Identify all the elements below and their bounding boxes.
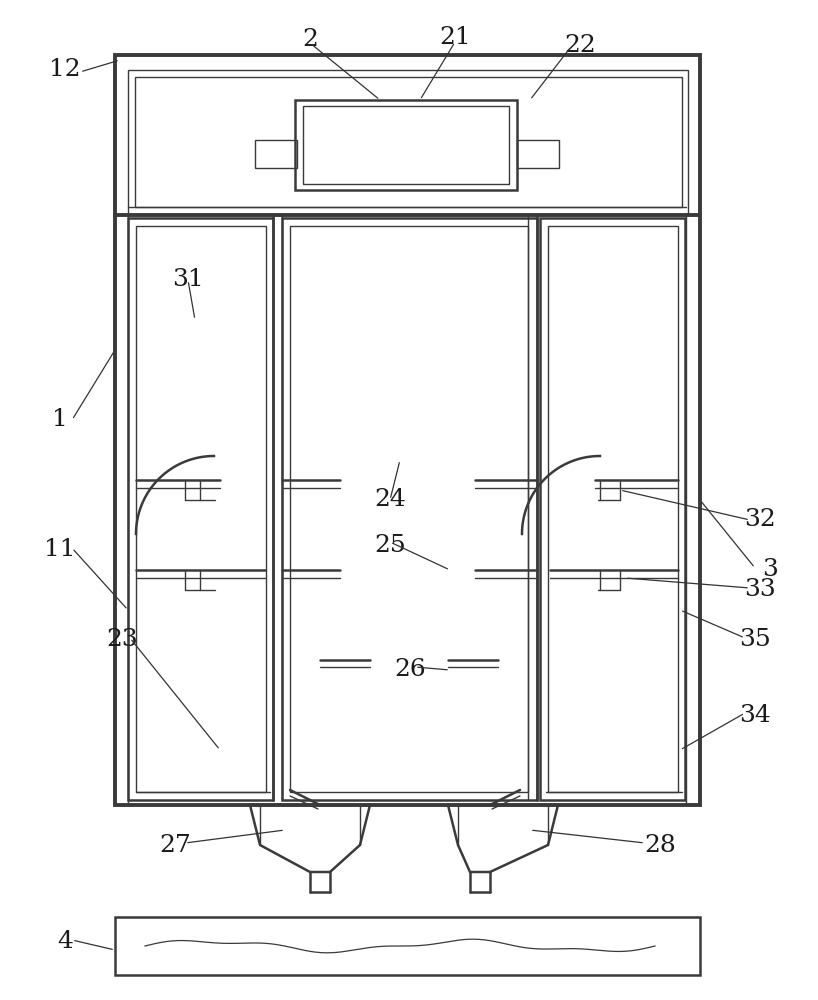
Text: 33: 33 xyxy=(744,578,776,601)
Bar xyxy=(135,77,682,207)
Text: 21: 21 xyxy=(439,26,471,49)
Bar xyxy=(282,218,537,800)
Bar xyxy=(136,226,266,792)
Bar xyxy=(115,917,700,975)
Text: 28: 28 xyxy=(644,834,676,856)
Text: 34: 34 xyxy=(739,704,771,726)
Text: 26: 26 xyxy=(394,658,426,682)
Text: 31: 31 xyxy=(172,268,204,292)
Bar xyxy=(128,70,688,215)
Bar xyxy=(303,106,509,184)
Bar xyxy=(128,218,273,800)
Bar xyxy=(290,226,528,792)
Bar xyxy=(295,100,517,190)
Text: 32: 32 xyxy=(744,508,776,532)
Text: 12: 12 xyxy=(49,58,81,82)
Text: 23: 23 xyxy=(106,629,138,652)
Text: 2: 2 xyxy=(302,28,318,51)
Bar xyxy=(548,226,678,792)
Text: 22: 22 xyxy=(564,33,596,56)
Bar xyxy=(115,55,700,805)
Text: 25: 25 xyxy=(374,534,406,556)
Text: 3: 3 xyxy=(762,558,778,582)
Text: 35: 35 xyxy=(739,629,771,652)
Text: 11: 11 xyxy=(44,538,76,562)
Text: 27: 27 xyxy=(160,834,191,856)
Text: 24: 24 xyxy=(374,488,406,512)
Text: 4: 4 xyxy=(57,930,73,954)
Bar xyxy=(517,140,559,168)
Bar xyxy=(540,218,685,800)
Bar xyxy=(255,140,297,168)
Text: 1: 1 xyxy=(52,408,68,432)
